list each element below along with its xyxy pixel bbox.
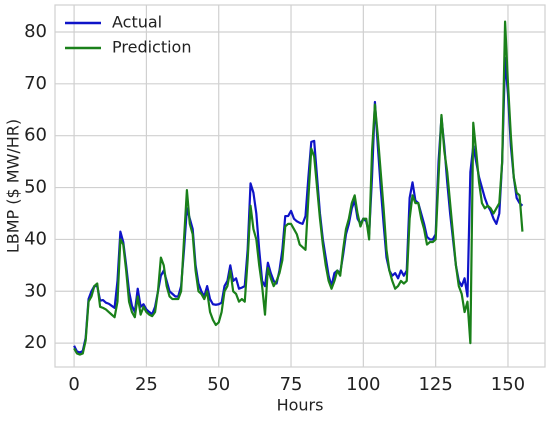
x-tick-label: 25 — [135, 374, 158, 395]
y-axis-label: LBMP ($ MW/HR) — [4, 119, 23, 253]
data-line — [73, 56, 524, 354]
y-tick-label: 60 — [24, 125, 47, 146]
y-tick-label: 80 — [24, 21, 47, 42]
y-tick-label: 70 — [24, 73, 47, 94]
x-tick-label: 150 — [491, 374, 525, 395]
data-line — [73, 20, 524, 356]
x-tick-label: 0 — [68, 374, 79, 395]
x-tick-label: 50 — [207, 374, 230, 395]
plot-frame — [54, 4, 546, 368]
legend-label: Actual — [112, 13, 162, 32]
x-tick-label: 75 — [280, 374, 303, 395]
x-tick-label: 125 — [418, 374, 452, 395]
legend-label: Prediction — [112, 38, 191, 57]
x-axis-label: Hours — [277, 396, 324, 415]
y-tick-label: 30 — [24, 280, 47, 301]
y-tick-label: 50 — [24, 177, 47, 198]
y-tick-label: 40 — [24, 228, 47, 249]
y-tick-label: 20 — [24, 332, 47, 353]
x-tick-label: 100 — [346, 374, 380, 395]
